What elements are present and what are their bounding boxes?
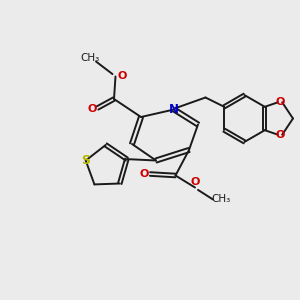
Text: O: O	[276, 130, 285, 140]
Text: O: O	[117, 71, 127, 81]
Text: O: O	[191, 177, 200, 187]
Text: O: O	[140, 169, 149, 179]
Text: O: O	[87, 104, 97, 115]
Text: N: N	[169, 103, 179, 116]
Text: O: O	[276, 97, 285, 107]
Text: S: S	[81, 154, 90, 167]
Text: CH₃: CH₃	[80, 53, 100, 63]
Text: CH₃: CH₃	[212, 194, 231, 205]
